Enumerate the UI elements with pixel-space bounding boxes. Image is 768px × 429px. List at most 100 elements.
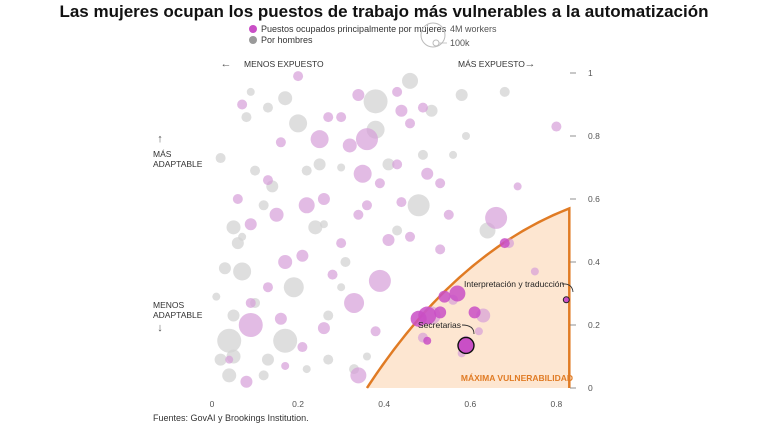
vulnerability-zone-label: MÁXIMA VULNERABILIDAD (461, 373, 573, 383)
men-job-point (362, 352, 371, 361)
women-job-point (392, 86, 403, 97)
highlight-job-point (410, 310, 427, 327)
women-job-point (269, 207, 284, 222)
women-job-point (417, 102, 428, 113)
women-job-point (395, 104, 408, 117)
y-tick-label: 0.6 (588, 194, 600, 204)
x-tick-label: 0.8 (550, 399, 562, 409)
highlight-job-point (438, 290, 451, 303)
highlight-job-point (468, 306, 481, 319)
men-job-point (289, 114, 308, 133)
men-job-point (261, 353, 274, 366)
interpretacion-point (562, 296, 570, 304)
women-job-point (435, 178, 446, 189)
y-tick-label: 0.4 (588, 257, 600, 267)
men-job-point (323, 310, 334, 321)
legend: Puestos ocupados principalmente por muje… (249, 22, 497, 48)
highlight-job-point (434, 306, 447, 319)
x-direction-labels: ← MENOS EXPUESTO MÁS EXPUESTO → (221, 58, 536, 70)
women-job-point (353, 164, 372, 183)
y-direction-labels: ↑ MÁS ADAPTABLE MENOS ADAPTABLE ↓ (153, 133, 203, 334)
women-job-point (310, 130, 329, 149)
women-job-point (368, 269, 391, 292)
legend-size-small-circle (432, 39, 440, 47)
women-job-point (513, 182, 522, 191)
men-job-point (425, 104, 438, 117)
men-job-point (214, 353, 227, 366)
men-job-point (226, 220, 241, 235)
women-job-point (352, 89, 365, 102)
women-job-point (474, 327, 483, 336)
y-label-bottom-line2: ADAPTABLE (153, 310, 203, 320)
y-tick-label: 1 (588, 68, 593, 78)
men-job-point (499, 86, 510, 97)
women-job-point (317, 193, 330, 205)
legend-size-large-label: 4M workers (450, 24, 497, 34)
men-job-point (238, 232, 247, 241)
men-job-point (222, 368, 237, 383)
men-job-point (262, 102, 273, 113)
legend-men-label: Por hombres (261, 35, 313, 45)
women-job-point (382, 233, 395, 246)
x-tick-label: 0.6 (464, 399, 476, 409)
women-job-point (405, 231, 416, 242)
women-job-point (262, 282, 273, 293)
annotation-secretarias-label: Secretarias (418, 320, 461, 330)
women-job-point (327, 269, 338, 280)
men-job-point (417, 149, 428, 160)
vulnerability-zone-area (366, 208, 570, 388)
x-tick-label: 0 (210, 399, 215, 409)
men-job-point (212, 292, 221, 301)
men-job-point (392, 225, 403, 236)
vulnerability-zone (365, 206, 571, 389)
women-job-point (244, 218, 257, 231)
men-job-point (402, 72, 419, 89)
women-job-point (297, 342, 308, 353)
men-points (212, 72, 510, 383)
men-job-point (250, 165, 261, 176)
women-job-point (374, 178, 385, 189)
y-tick-label: 0.8 (588, 131, 600, 141)
women-job-point (370, 326, 381, 337)
men-job-point (217, 328, 242, 353)
men-job-point (283, 277, 304, 298)
men-job-point (340, 257, 351, 267)
annotation-interpretacion-label: Interpretación y traducción (464, 279, 564, 289)
women-job-point (323, 112, 334, 123)
women-job-point (392, 159, 403, 170)
legend-size-large-circle (420, 22, 446, 48)
women-job-point (551, 121, 562, 132)
women-job-point (485, 206, 508, 229)
page-title: Las mujeres ocupan los puestos de trabaj… (59, 2, 709, 21)
highlight-job-point (423, 336, 432, 345)
women-job-point (396, 197, 407, 208)
y-label-top-line2: ADAPTABLE (153, 159, 203, 169)
annotations: Interpretación y traducción Secretarias (418, 279, 574, 335)
women-job-point (443, 209, 454, 220)
men-job-point (363, 89, 388, 114)
women-job-point (274, 312, 287, 325)
women-job-point (344, 292, 365, 313)
annotation-interpretacion-leader (561, 283, 574, 293)
men-job-point (246, 87, 255, 96)
women-job-point (353, 209, 364, 220)
down-arrow-icon: ↓ (157, 322, 163, 334)
men-job-point (215, 153, 226, 164)
men-job-point (323, 354, 334, 365)
highlight-points (410, 238, 570, 355)
x-tick-label: 0.4 (378, 399, 390, 409)
y-axis: 0 0.2 0.4 0.6 0.8 1 (570, 68, 600, 393)
women-job-point (232, 194, 243, 204)
men-job-point (382, 158, 395, 171)
source-note: Fuentes: GovAI y Brookings Institution. (153, 413, 309, 423)
x-label-right: MÁS EXPUESTO (458, 59, 525, 69)
women-job-point (245, 297, 256, 308)
men-job-point (302, 365, 311, 374)
men-job-point (258, 370, 269, 381)
x-axis: 0 0.2 0.4 0.6 0.8 (210, 399, 563, 409)
women-job-point (336, 112, 347, 123)
legend-women-label: Puestos ocupados principalmente por muje… (261, 24, 447, 34)
women-job-point (275, 137, 286, 148)
men-job-point (313, 158, 326, 171)
women-job-point (298, 197, 315, 214)
